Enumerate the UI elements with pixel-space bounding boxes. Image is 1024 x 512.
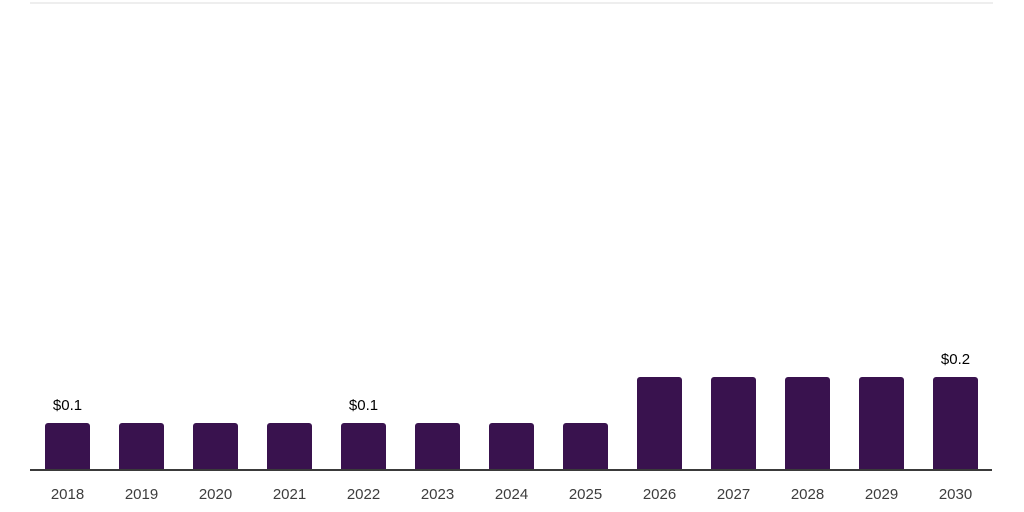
bar-2021 <box>267 423 312 469</box>
plot-top-border <box>30 2 993 4</box>
bar-2026 <box>637 377 682 469</box>
bar-2020 <box>193 423 238 469</box>
data-label-2018: $0.1 <box>52 397 83 414</box>
data-label-2022: $0.1 <box>348 397 379 414</box>
bar-2023 <box>415 423 460 469</box>
x-tick-2024: 2024 <box>494 486 529 503</box>
x-tick-2022: 2022 <box>346 486 381 503</box>
x-tick-2025: 2025 <box>568 486 603 503</box>
bar-2024 <box>489 423 534 469</box>
x-tick-2026: 2026 <box>642 486 677 503</box>
x-tick-2019: 2019 <box>124 486 159 503</box>
x-axis-line <box>30 469 992 471</box>
x-tick-2018: 2018 <box>50 486 85 503</box>
x-tick-2023: 2023 <box>420 486 455 503</box>
x-tick-2029: 2029 <box>864 486 899 503</box>
bar-2025 <box>563 423 608 469</box>
bar-2018 <box>45 423 90 469</box>
bar-2029 <box>859 377 904 469</box>
x-tick-2028: 2028 <box>790 486 825 503</box>
x-tick-2020: 2020 <box>198 486 233 503</box>
data-label-2030: $0.2 <box>940 351 971 368</box>
x-tick-2021: 2021 <box>272 486 307 503</box>
bar-2028 <box>785 377 830 469</box>
x-tick-2027: 2027 <box>716 486 751 503</box>
bar-2022 <box>341 423 386 469</box>
bar-2030 <box>933 377 978 469</box>
x-tick-2030: 2030 <box>938 486 973 503</box>
bar-2027 <box>711 377 756 469</box>
bar-2019 <box>119 423 164 469</box>
